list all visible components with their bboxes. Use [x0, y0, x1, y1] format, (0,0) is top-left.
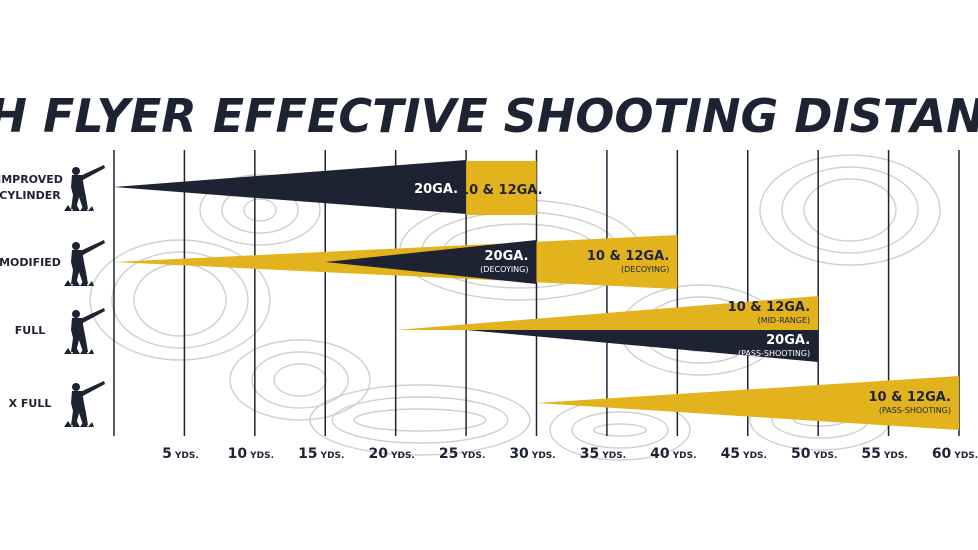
- cone-r1-c1: [325, 240, 537, 284]
- topo-contour: [251, 351, 349, 409]
- tick-label-20: 20 YDS.: [368, 446, 414, 462]
- topo-contour: [803, 178, 897, 242]
- tick-label-40: 40 YDS.: [650, 446, 696, 462]
- choke-label-line: CYLINDER: [0, 189, 61, 202]
- topo-contour: [331, 396, 509, 444]
- cone-gauge-label: 10 & 12GA.: [728, 300, 810, 315]
- cone-gauge-label: 20GA.: [766, 333, 810, 348]
- cone-r0-c1: [466, 161, 537, 215]
- tick-label-5: 5 YDS.: [162, 446, 199, 462]
- cone-r3-c0: [536, 376, 959, 430]
- choke-label-line: MODIFIED: [0, 256, 61, 269]
- hunter-head: [72, 383, 80, 391]
- tick-label-50: 50 YDS.: [791, 446, 837, 462]
- topo-contour: [199, 174, 321, 246]
- cone-note-label: (PASS-SHOOTING): [738, 349, 810, 358]
- tick-label-45: 45 YDS.: [721, 446, 767, 462]
- tick-label-25: 25 YDS.: [439, 446, 485, 462]
- topo-contour: [89, 239, 271, 361]
- hunter-icon: [64, 381, 105, 427]
- choke-labels: IMPROVED CYLINDER MODIFIED FULL X FULL: [0, 173, 63, 410]
- cone-gauge-label: 20GA.: [484, 249, 528, 264]
- hunter-shotgun: [78, 308, 105, 324]
- cone-r2-c1: [466, 330, 819, 362]
- topo-contour: [353, 408, 487, 432]
- distance-tick-labels: 5 YDS. 10 YDS. 15 YDS. 20 YDS. 25 YDS. 30 YDS. 35 YDS…: [162, 446, 978, 462]
- hunter-grass: [64, 204, 94, 211]
- cone-note-label: (DECOYING): [480, 265, 528, 274]
- topo-contour: [229, 339, 371, 421]
- chart-title: HIGH FLYER EFFECTIVE SHOOTING DISTANCES: [0, 89, 978, 143]
- topo-contour: [273, 363, 327, 397]
- hunter-body: [71, 318, 88, 352]
- hunter-body: [71, 175, 88, 209]
- cone-r2-c0: [395, 296, 819, 330]
- cone-gauge-label: 20GA.: [414, 182, 458, 197]
- choke-label-line: IMPROVED: [0, 173, 63, 186]
- hunter-body: [71, 250, 88, 284]
- shot-cones: 20GA. 10 & 12GA.10 & 12GA.(DECOYING)20GA.…: [114, 160, 959, 430]
- topo-contour: [759, 154, 941, 266]
- cone-note-label: (DECOYING): [621, 265, 669, 274]
- hunter-icons: [64, 165, 105, 427]
- cone-gauge-label: 10 & 12GA.: [869, 390, 951, 405]
- cone-note-label: (PASS-SHOOTING): [879, 406, 951, 415]
- hunter-head: [72, 310, 80, 318]
- hunter-shotgun: [78, 240, 105, 256]
- topo-contour: [111, 251, 249, 349]
- topo-contour: [309, 384, 531, 456]
- topo-contour: [133, 263, 227, 337]
- hunter-grass: [64, 347, 94, 354]
- topo-contour: [781, 166, 919, 254]
- hunter-head: [72, 167, 80, 175]
- hunter-shotgun: [78, 381, 105, 397]
- hunter-head: [72, 242, 80, 250]
- tick-label-30: 30 YDS.: [509, 446, 555, 462]
- choke-label-line: FULL: [15, 324, 45, 337]
- hunter-body: [71, 391, 88, 425]
- cone-gauge-label: 10 & 12GA.: [460, 183, 542, 198]
- topo-contour: [593, 423, 647, 437]
- tick-label-15: 15 YDS.: [298, 446, 344, 462]
- choke-label-line: X FULL: [9, 397, 52, 410]
- tick-label-10: 10 YDS.: [228, 446, 274, 462]
- topo-contour: [243, 198, 277, 222]
- tick-label-35: 35 YDS.: [580, 446, 626, 462]
- hunter-grass: [64, 420, 94, 427]
- tick-label-60: 60 YDS.: [932, 446, 978, 462]
- cone-gauge-label: 10 & 12GA.: [587, 249, 669, 264]
- cone-r0-c0: [114, 160, 467, 214]
- topo-contour: [571, 411, 669, 449]
- hunter-icon: [64, 308, 105, 354]
- cone-note-label: (MID-RANGE): [758, 316, 811, 325]
- hunter-icon: [64, 240, 105, 286]
- hunter-shotgun: [78, 165, 105, 181]
- hunter-grass: [64, 279, 94, 286]
- hunter-icon: [64, 165, 105, 211]
- tick-label-55: 55 YDS.: [861, 446, 907, 462]
